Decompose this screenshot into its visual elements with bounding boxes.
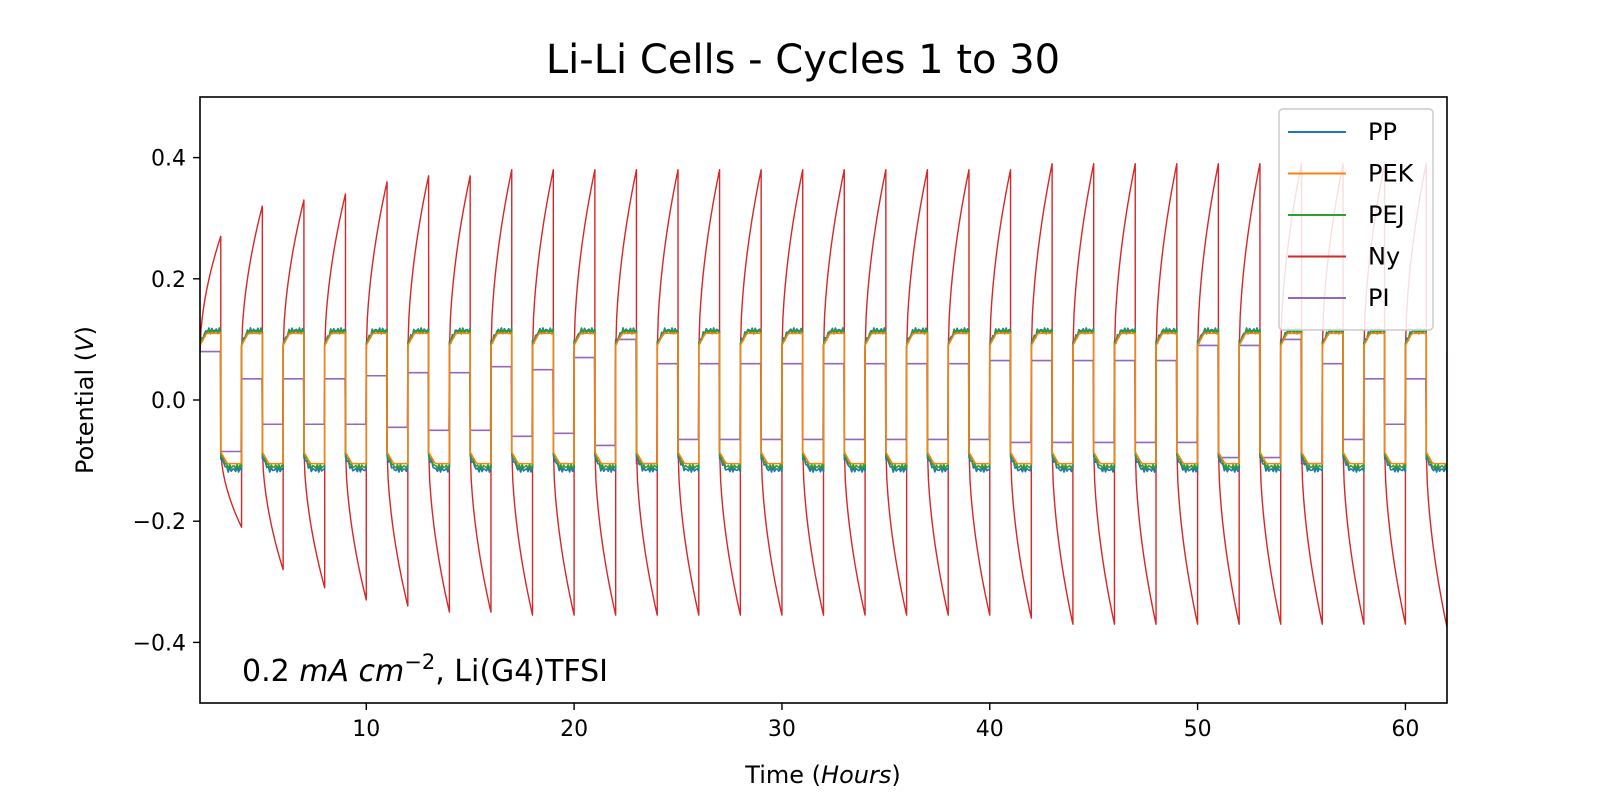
chart-title: Li-Li Cells - Cycles 1 to 30 <box>546 37 1060 83</box>
x-axis-label: Time (Hours) <box>744 761 900 789</box>
legend-box <box>1278 108 1434 331</box>
y-axis-label: Potential (V) <box>71 326 99 474</box>
series-layer <box>200 162 1447 628</box>
x-tick-label: 60 <box>1391 717 1419 742</box>
y-tick-label: 0.2 <box>151 268 186 293</box>
x-tick-label: 10 <box>352 717 380 742</box>
legend-label-pp: PP <box>1368 118 1397 146</box>
y-tick-label: 0.4 <box>151 147 186 172</box>
y-tick-label: 0.0 <box>151 389 186 414</box>
y-tick-label: −0.2 <box>133 510 186 535</box>
x-tick-label: 50 <box>1184 717 1212 742</box>
legend-label-ny: Ny <box>1368 243 1400 271</box>
y-tick-label: −0.4 <box>133 631 186 656</box>
series-line-pek <box>200 332 1447 465</box>
x-axis: 10 20 30 40 50 60 <box>352 703 1419 742</box>
y-axis: −0.4 −0.2 0.0 0.2 0.4 <box>133 147 200 656</box>
x-tick-label: 30 <box>768 717 796 742</box>
x-tick-label: 20 <box>560 717 588 742</box>
legend: PP PEK PEJ Ny PI <box>1278 108 1434 331</box>
condition-annotation: 0.2 mA cm−2, Li(G4)TFSI <box>242 650 608 689</box>
x-tick-label: 40 <box>976 717 1004 742</box>
legend-label-pek: PEK <box>1368 160 1415 188</box>
legend-label-pi: PI <box>1368 284 1390 312</box>
legend-label-pej: PEJ <box>1368 201 1405 229</box>
